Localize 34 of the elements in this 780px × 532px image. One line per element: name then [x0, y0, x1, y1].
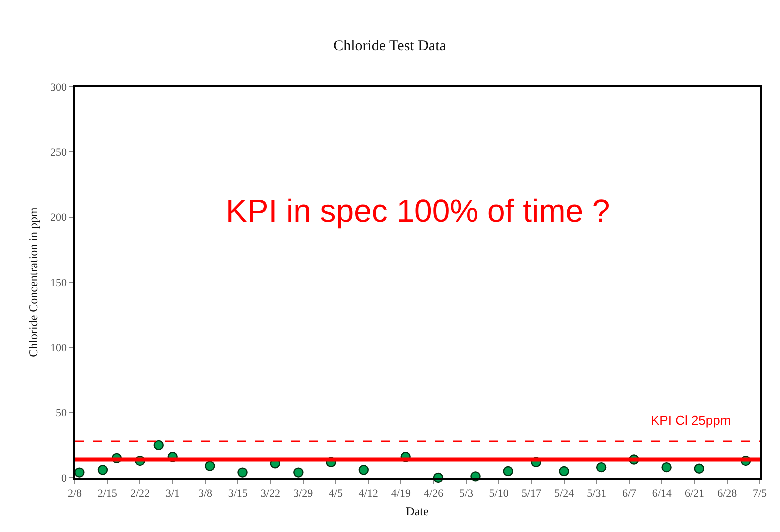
x-tick-label: 5/24 — [554, 488, 575, 500]
x-tick-label: 4/12 — [358, 488, 378, 500]
x-tick-label: 3/22 — [260, 488, 280, 500]
x-tick-label: 4/19 — [391, 488, 412, 500]
x-axis-title: Date — [406, 504, 429, 518]
x-tick-label: 2/22 — [130, 488, 150, 500]
y-tick-label: 200 — [50, 212, 68, 224]
x-tick-label: 4/26 — [424, 488, 444, 500]
x-tick-label: 5/17 — [522, 488, 542, 500]
x-tick-label: 3/1 — [166, 488, 180, 500]
x-tick-label: 6/21 — [684, 488, 705, 500]
y-tick-label: 150 — [50, 277, 68, 290]
x-tick-label: 5/10 — [489, 488, 510, 500]
x-tick-label: 6/28 — [718, 488, 738, 500]
x-tick-label: 2/8 — [68, 488, 83, 500]
y-tick-label: 0 — [62, 472, 68, 485]
chart-title: Chloride Test Data — [334, 38, 447, 54]
x-tick-label: 3/29 — [294, 488, 314, 500]
y-tick-label: 50 — [56, 408, 68, 420]
x-tick-label: 3/15 — [228, 488, 248, 500]
x-tick-label: 7/5 — [752, 488, 768, 500]
x-tick-label: 3/8 — [198, 488, 214, 500]
annotation: KPI in spec 100% of time ? — [226, 193, 610, 229]
y-axis-title: Chloride Concentration in ppm — [26, 207, 40, 358]
x-tick-label: 5/31 — [587, 488, 607, 500]
y-tick-label: 250 — [50, 147, 68, 160]
x-tick-label: 2/15 — [98, 488, 118, 500]
y-tick-label: 100 — [50, 342, 68, 355]
x-tick-label: 6/7 — [622, 488, 638, 500]
y-tick-label: 300 — [50, 82, 68, 94]
x-tick-label: 5/3 — [459, 488, 474, 500]
x-tick-label: 4/5 — [328, 488, 344, 500]
x-tick-label: 6/14 — [652, 488, 672, 500]
ref-line-label: KPI Cl 25ppm — [651, 413, 732, 428]
